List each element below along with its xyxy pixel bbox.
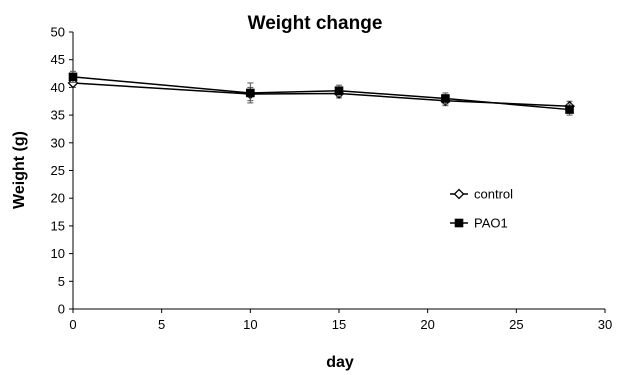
y-tick-label: 50 <box>51 25 65 40</box>
y-tick-label: 30 <box>51 135 65 150</box>
y-tick-label: 25 <box>51 163 65 178</box>
data-point-pao1 <box>334 86 344 96</box>
data-point-pao1 <box>565 105 574 114</box>
x-tick-label: 20 <box>420 317 434 332</box>
x-tick-label: 10 <box>243 317 257 332</box>
x-tick-label: 5 <box>158 317 165 332</box>
x-tick-label: 15 <box>332 317 346 332</box>
data-point-pao1 <box>68 72 78 82</box>
axes: 0 5 10 15 20 25 30 35 40 45 50 0 5 10 15 20 25 30 <box>51 25 613 333</box>
y-tick-label: 20 <box>51 191 65 206</box>
legend-item-pao1: PAO1 <box>450 216 508 231</box>
y-tick-label: 5 <box>58 274 65 289</box>
y-tick-label: 10 <box>51 246 65 261</box>
data-point-pao1 <box>441 94 450 103</box>
chart-title: Weight change <box>248 13 383 34</box>
legend-item-control: control <box>450 187 513 202</box>
y-tick-label: 35 <box>51 108 65 123</box>
legend: control PAO1 <box>450 187 513 231</box>
legend-label-control: control <box>474 187 513 202</box>
legend-label-pao1: PAO1 <box>474 216 508 231</box>
legend-marker-pao1 <box>454 218 464 228</box>
y-axis-label: Weight (g) <box>11 131 28 209</box>
y-tick-label: 0 <box>58 302 65 317</box>
x-tick-label: 30 <box>598 317 612 332</box>
y-tick-label: 15 <box>51 218 65 233</box>
series-layer <box>67 70 575 116</box>
legend-marker-control <box>453 188 465 200</box>
y-tick-label: 45 <box>51 52 65 67</box>
x-tick-label: 25 <box>509 317 523 332</box>
series-pao1 <box>68 70 574 116</box>
x-axis-label: day <box>326 354 354 371</box>
data-point-pao1 <box>246 88 255 98</box>
x-tick-label: 0 <box>69 317 76 332</box>
y-tick-label: 40 <box>51 80 65 95</box>
